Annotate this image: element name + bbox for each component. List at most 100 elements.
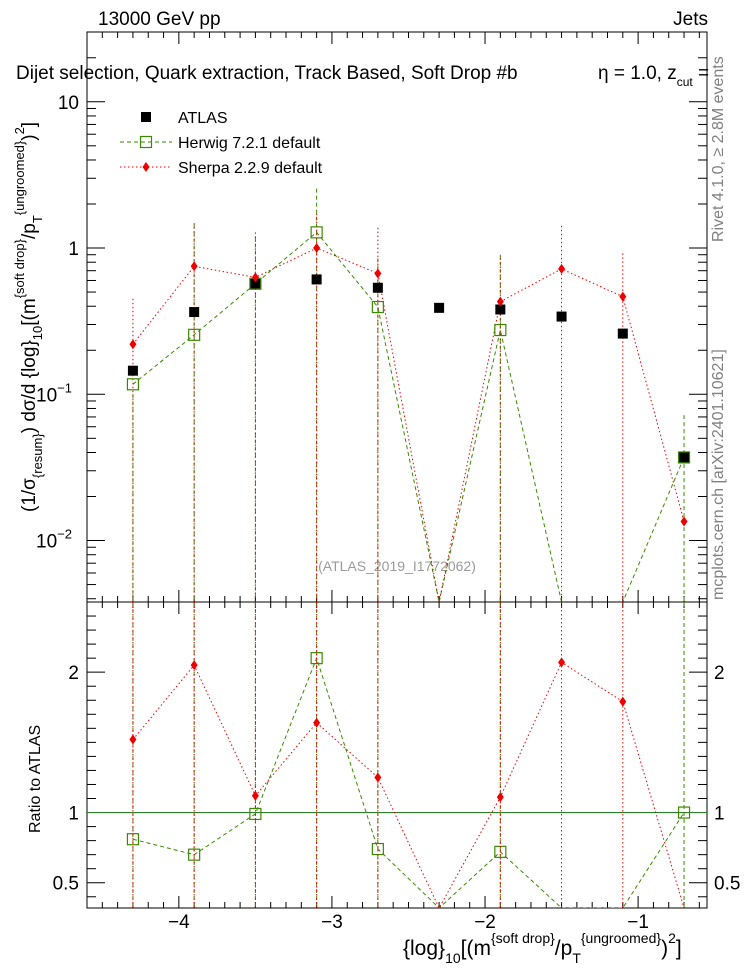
sherpa-point bbox=[129, 339, 137, 350]
sherpa-ratio-line bbox=[132, 661, 685, 908]
xlabel-d: ) bbox=[661, 937, 668, 960]
plot-subtitle: Dijet selection, Quark extraction, Track… bbox=[16, 63, 518, 84]
herwig-point bbox=[188, 328, 201, 341]
herwig-ratio-line bbox=[132, 656, 685, 908]
mcplots-label: mcplots.cern.ch [arXiv:2401.10621] bbox=[710, 349, 727, 600]
xlabel-a: {log} bbox=[403, 937, 445, 960]
analysis-watermark: (ATLAS_2019_I1772062) bbox=[318, 558, 476, 574]
sherpa-ratio-point bbox=[496, 792, 504, 803]
sherpa-ratio-point bbox=[619, 696, 627, 707]
ylabel-c-sup: {soft drop} bbox=[12, 238, 27, 298]
ylabel-e: ) bbox=[19, 134, 40, 140]
legend-label-data: ATLAS bbox=[178, 110, 228, 127]
main-y-axis-label: (1/σ{resum}) dσ/d {log}10[(m{soft drop}/… bbox=[12, 122, 45, 512]
data-point bbox=[617, 328, 628, 339]
herwig-ratio-point bbox=[188, 848, 201, 861]
main-plot-area bbox=[126, 188, 691, 602]
sherpa-point bbox=[619, 291, 627, 302]
herwig-ratio-point bbox=[310, 652, 323, 665]
xlabel-d-sup: 2 bbox=[668, 930, 676, 946]
ylabel-b: ) dσ/d {log} bbox=[19, 340, 40, 433]
subtitle-eta-z-a: η = 1.0, z bbox=[598, 63, 677, 84]
subtitle-eta-z-sub: cut bbox=[677, 75, 694, 89]
data-point bbox=[250, 278, 261, 289]
data-point bbox=[495, 304, 506, 315]
xlabel-b: [(m bbox=[461, 937, 491, 960]
data-point bbox=[127, 365, 138, 376]
herwig-point bbox=[310, 226, 323, 239]
ratio-y-tick-label: 0.5 bbox=[53, 874, 79, 895]
herwig-ratio-point bbox=[126, 833, 140, 846]
ylabel-c: [(m bbox=[19, 298, 40, 325]
y-tick-label: 10−1 bbox=[36, 380, 72, 406]
xlabel-a-sub: 10 bbox=[445, 950, 461, 966]
ratio-y-tick-label: 1 bbox=[68, 804, 79, 825]
data-point bbox=[372, 282, 383, 293]
ylabel-f: ] bbox=[19, 122, 40, 127]
legend-label-herwig: Herwig 7.2.1 default bbox=[178, 135, 321, 152]
y-tick-label: 1 bbox=[68, 239, 79, 260]
subtitle-eta-z: η = 1.0, zcut = bbox=[598, 63, 709, 89]
sherpa-point bbox=[680, 516, 688, 527]
legend-label-sherpa: Sherpa 2.2.9 default bbox=[178, 160, 323, 177]
ratio-panel: −4 −3 −2 −1 0.5 0.5 1 1 2 2 bbox=[53, 601, 740, 933]
legend-marker-data bbox=[141, 112, 151, 122]
herwig-point bbox=[677, 451, 691, 464]
ratio-frame bbox=[86, 601, 708, 909]
sherpa-point bbox=[313, 243, 321, 254]
data-point bbox=[189, 307, 200, 318]
ratio-y-tick-label-right: 1 bbox=[714, 804, 725, 825]
y-tick-label: 10 bbox=[58, 93, 79, 114]
sherpa-ratio-point bbox=[251, 790, 259, 801]
ratio-y-tick-label: 2 bbox=[68, 663, 79, 684]
sherpa-point bbox=[251, 272, 259, 283]
ylabel-d-sub: T bbox=[30, 215, 45, 223]
x-tick-label: −1 bbox=[627, 912, 649, 933]
xlabel-c-sup: {ungroomed} bbox=[581, 930, 662, 946]
sherpa-ratio-point bbox=[374, 772, 382, 783]
xlabel-c: /p bbox=[555, 937, 573, 960]
sherpa-point bbox=[558, 263, 566, 274]
x-tick-label: −3 bbox=[321, 912, 343, 933]
ylabel-b-sub: 10 bbox=[30, 326, 45, 340]
header-energy: 13000 GeV pp bbox=[98, 9, 221, 30]
main-panel: 10−2 10−1 1 10 bbox=[36, 31, 708, 603]
herwig-line bbox=[132, 231, 685, 602]
y-tick-label: 10−2 bbox=[36, 527, 72, 553]
ylabel-a: (1/σ bbox=[19, 478, 40, 512]
sherpa-ratio-point bbox=[313, 717, 321, 728]
legend-marker-sherpa bbox=[142, 162, 150, 172]
data-point bbox=[311, 274, 322, 285]
sherpa-ratio-point bbox=[190, 660, 198, 671]
sherpa-ratio-point bbox=[129, 734, 137, 745]
x-axis-label: {log}10[(m{soft drop}/pT{ungroomed})2] bbox=[403, 930, 682, 966]
ylabel-d: /p bbox=[19, 223, 40, 239]
rivet-version-label: Rivet 4.1.0, ≥ 2.8M events bbox=[710, 56, 727, 242]
herwig-point bbox=[494, 323, 507, 337]
sherpa-point bbox=[496, 296, 504, 307]
x-tick-label: −2 bbox=[474, 912, 496, 933]
data-point bbox=[434, 302, 445, 313]
xlabel-c-sub: T bbox=[572, 950, 581, 966]
sherpa-point bbox=[374, 268, 382, 279]
x-tick-label: −4 bbox=[168, 912, 190, 933]
ratio-y-tick-label-right: 0.5 bbox=[714, 874, 740, 895]
legend: ATLAS Herwig 7.2.1 default Sherpa 2.2.9 de… bbox=[120, 110, 323, 177]
data-point bbox=[556, 311, 567, 322]
herwig-ratio-point bbox=[677, 806, 691, 819]
ylabel-a-sub: {resum} bbox=[30, 433, 45, 478]
xlabel-e: ] bbox=[676, 937, 682, 960]
sherpa-point bbox=[190, 261, 198, 272]
header-jets: Jets bbox=[673, 9, 708, 30]
xlabel-b-sup: {soft drop} bbox=[491, 930, 555, 946]
ratio-y-axis-label: Ratio to ATLAS bbox=[27, 725, 44, 833]
ylabel-e-sup: 2 bbox=[12, 127, 27, 134]
subtitle-eta-z-b: = bbox=[693, 63, 709, 84]
legend-marker-herwig bbox=[139, 135, 153, 149]
herwig-point bbox=[371, 300, 384, 314]
sherpa-ratio-point bbox=[558, 657, 566, 668]
herwig-point bbox=[126, 378, 140, 391]
